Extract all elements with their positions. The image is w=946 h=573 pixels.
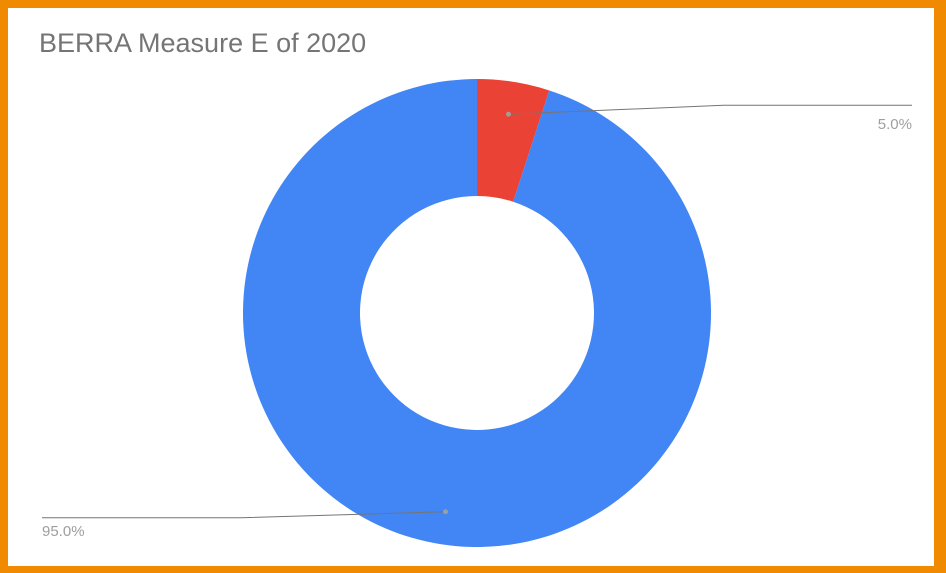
slice-0 bbox=[242, 79, 711, 548]
data-label-0: 95.0% bbox=[42, 523, 85, 540]
donut-chart: 5.0% 95.0% bbox=[42, 79, 912, 548]
leader-line-0 bbox=[42, 511, 446, 519]
leader-dot-1 bbox=[505, 111, 511, 117]
data-label-1: 5.0% bbox=[878, 116, 912, 133]
slice-1 bbox=[477, 79, 550, 202]
leader-dot-0 bbox=[443, 509, 449, 515]
chart-panel: BERRA Measure E of 2020 5.0% 95.0% bbox=[8, 8, 934, 566]
leader-line-1 bbox=[508, 104, 912, 115]
chart-title: BERRA Measure E of 2020 bbox=[39, 28, 367, 58]
